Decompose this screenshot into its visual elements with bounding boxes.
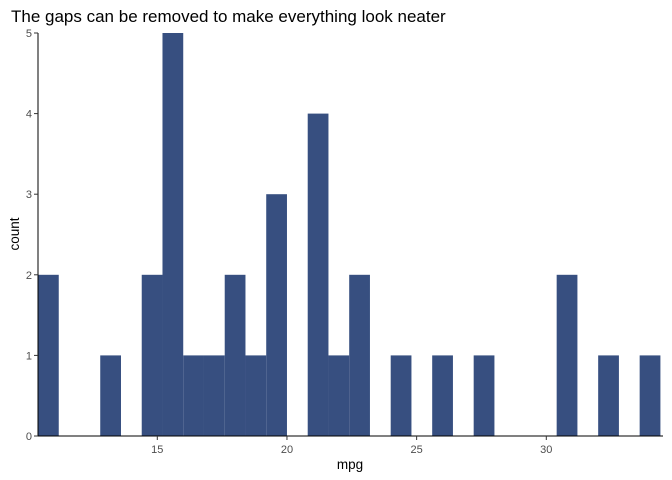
- y-tick-label-3: 3: [26, 189, 32, 201]
- y-tick-label-5: 5: [26, 28, 32, 40]
- chart-title: The gaps can be removed to make everythi…: [11, 7, 446, 26]
- y-tick-label-4: 4: [26, 109, 32, 121]
- histogram-bar-27: [598, 355, 619, 436]
- x-tick-label-15: 15: [151, 444, 163, 456]
- y-tick-label-1: 1: [26, 350, 32, 362]
- histogram-bar-11: [266, 194, 287, 436]
- x-tick-label-20: 20: [281, 444, 293, 456]
- x-tick-label-25: 25: [411, 444, 423, 456]
- histogram-bar-19: [432, 355, 453, 436]
- histogram-bar-13: [307, 113, 329, 436]
- x-axis-title: mpg: [337, 457, 363, 472]
- x-ticks-group: 15 20 25 30: [151, 436, 552, 456]
- y-axis-title: count: [7, 217, 22, 250]
- y-tick-label-0: 0: [26, 431, 32, 443]
- histogram-bar-14: [328, 355, 350, 436]
- x-tick-label-30: 30: [540, 444, 552, 456]
- histogram-bar-7: [183, 355, 204, 436]
- histogram-bar-29: [639, 355, 661, 436]
- y-tick-label-2: 2: [26, 270, 32, 282]
- histogram-bar-17: [390, 355, 412, 436]
- histogram-bar-6: [162, 33, 184, 436]
- histogram-bar-3: [100, 355, 121, 436]
- histogram-bar-21: [473, 355, 495, 436]
- y-ticks-group: 0 1 2 3 4 5: [26, 28, 38, 443]
- histogram-bar-10: [245, 355, 267, 436]
- bars-group: [38, 33, 661, 436]
- histogram-bar-0: [38, 274, 59, 436]
- histogram-bar-5: [141, 274, 163, 436]
- histogram-bar-8: [203, 355, 225, 436]
- histogram-bar-9: [224, 274, 246, 436]
- histogram-bar-15: [349, 274, 370, 436]
- histogram-bar-25: [556, 274, 578, 436]
